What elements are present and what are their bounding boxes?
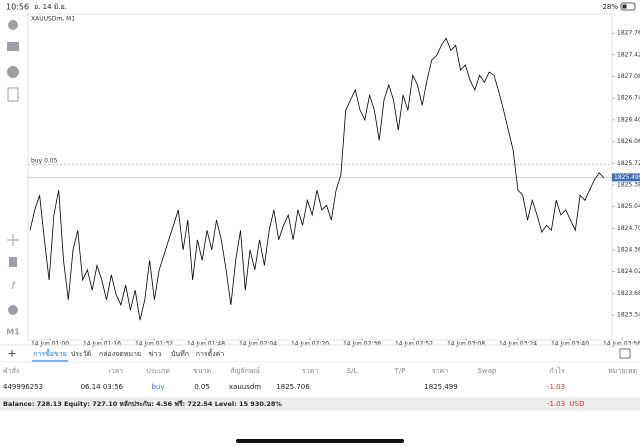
cell-time: 06.14 03:56 [81,383,124,391]
indicator-icon[interactable] [9,257,17,267]
status-date: อ. 14 มิ.ย. [34,3,67,11]
y-tick-label: 1826.060 [617,138,640,145]
positions-table: คำสั่ง เวลา ประเภท ขนาด สัญลักษณ์ ราคา S/L T/P ร… [3,366,637,391]
column-header: ราคา [302,367,318,375]
column-header: คำสั่ง [3,366,19,375]
column-header: ขนาด [193,367,211,375]
account-summary: Balance: 728.13 Equity: 727.10 หลักประกั… [3,400,282,408]
cell-price: 1825.499 [424,383,457,391]
tab[interactable]: ข่าว [149,350,162,358]
footer-profit: -1.03 [547,400,565,408]
cell-volume: 0.05 [194,383,210,391]
chart-symbol: XAUUSDm, M1 [31,16,75,23]
account-icon[interactable] [8,20,18,30]
footer-currency: USD [570,400,585,408]
battery-level: 28% [602,3,618,11]
footer-bar [0,397,640,411]
new-chart-icon[interactable] [7,87,19,102]
cell-type: buy [151,383,164,391]
battery-fill [622,4,627,9]
tab[interactable]: การตั้งค่า [196,347,225,358]
objects-icon[interactable] [8,305,18,315]
x-tick-label: 14 Jun 01:00 [31,341,69,348]
x-tick-label: 14 Jun 03:40 [551,341,589,348]
column-header: หมายเหตุ [608,367,637,375]
home-indicator [236,439,404,443]
y-tick-label: 1826.400 [617,116,640,123]
status-time: 10:56 [6,3,29,12]
cell-open-price: 1825.706 [276,383,310,391]
y-tick-label: 1827.080 [617,73,640,80]
add-button[interactable]: + [7,347,16,360]
battery-icon [620,2,636,11]
y-tick-label: 1826.740 [617,95,640,102]
chart-layer: 1827.760 1827.420 1827.080 1826.740 1826.400… [28,30,640,348]
column-header: Swap [478,367,497,375]
tab[interactable]: ประวัติ [71,350,92,358]
price-tag-label: 1825.499 [614,174,640,181]
trade-icon[interactable] [7,42,19,51]
x-tick-label: 14 Jun 01:16 [83,341,121,348]
tabs: การซื้อขาย ประวัติ กล่องจดหมาย ข่าว บันทึก กา… [32,347,225,362]
column-header: ประเภท [146,367,170,375]
tab[interactable]: บันทึก [171,349,189,358]
column-header: เวลา [108,367,123,375]
column-header: ราคา [432,367,448,375]
price-tag [612,173,640,182]
chat-icon[interactable] [7,66,19,78]
cell-symbol: xauusdm [229,383,261,391]
column-header: สัญลักษณ์ [230,367,260,375]
x-tick-label: 14 Jun 02:36 [343,341,381,348]
column-header: S/L [347,367,358,375]
y-tick-label: 1827.420 [617,51,640,58]
x-tick-label: 14 Jun 01:48 [187,341,225,348]
tab[interactable]: กล่องจดหมาย [99,350,141,358]
y-tick-label: 1824.360 [617,247,640,254]
x-tick-label: 14 Jun 03:08 [447,341,485,348]
tab[interactable]: การซื้อขาย [33,347,67,358]
y-tick-label: 1827.760 [617,30,640,37]
x-tick-label: 14 Jun 02:20 [291,341,329,348]
price-line-series [29,37,605,321]
layout-icon[interactable] [619,348,631,359]
cell-ticket: 449996253 [3,383,43,391]
y-tick-label: 1824.700 [617,225,640,232]
x-tick-label: 14 Jun 02:52 [395,341,433,348]
cell-profit: -1.03 [547,383,565,391]
order-line-label: buy 0.05 [31,158,58,165]
x-tick-label: 14 Jun 03:24 [499,341,537,348]
y-tick-label: 1825.380 [617,181,640,188]
x-tick-label: 14 Jun 02:04 [239,341,277,348]
y-tick-label: 1823.340 [617,312,640,319]
column-header: T/P [394,367,406,375]
y-tick-label: 1825.040 [617,203,640,210]
y-tick-label: 1825.720 [617,160,640,167]
y-tick-label: 1824.020 [617,268,640,275]
x-tick-label: 14 Jun 03:56 [603,341,640,348]
y-tick-label: 1823.680 [617,290,640,297]
column-header: กำไร [549,366,565,375]
toolbar: f [7,20,19,315]
function-icon[interactable]: f [11,281,16,292]
timeframe-button[interactable]: M1 [6,328,20,337]
x-tick-label: 14 Jun 01:32 [135,341,173,348]
